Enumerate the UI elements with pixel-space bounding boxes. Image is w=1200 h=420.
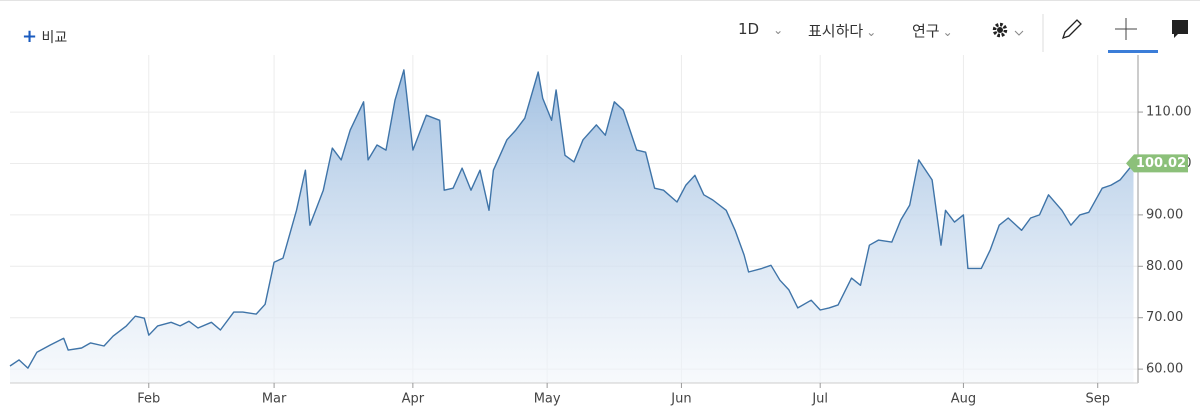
top-border: [0, 0, 1200, 1]
y-tick-label: 90.00: [1146, 207, 1183, 222]
x-tick-label: Apr: [402, 392, 425, 407]
price-line: [9, 69, 1135, 369]
last-value-label: 100.02: [1136, 156, 1186, 171]
y-tick-label: 70.00: [1146, 310, 1183, 325]
settings-button[interactable]: [992, 22, 1024, 38]
x-tick-label: Jun: [670, 392, 691, 407]
active-indicator: [1108, 50, 1158, 53]
interval-button[interactable]: 1D ⌄: [738, 20, 783, 38]
area-fill: [10, 69, 1134, 384]
display-label: 표시하다: [808, 22, 864, 40]
compare-button[interactable]: + 비교: [22, 26, 67, 47]
interval-label: 1D: [738, 20, 760, 38]
x-tick-label: Feb: [137, 392, 160, 407]
gear-icon: [992, 22, 1008, 38]
x-tick-label: Mar: [262, 392, 287, 407]
studies-button[interactable]: 연구 ⌄: [912, 20, 953, 41]
comment-button[interactable]: [1172, 20, 1188, 38]
y-tick-label: 60.00: [1146, 362, 1183, 377]
chevron: [1014, 30, 1024, 36]
studies-label: 연구: [912, 22, 940, 40]
display-button[interactable]: 표시하다 ⌄: [808, 20, 876, 41]
x-tick-label: May: [534, 392, 561, 407]
chevron: ⌄: [773, 23, 784, 37]
gear-icon: [997, 27, 1003, 33]
x-tick-label: Aug: [951, 392, 976, 407]
plot: [9, 55, 1138, 384]
x-tick-label: Jul: [811, 392, 828, 407]
crosshair-button[interactable]: [1108, 18, 1158, 53]
chevron: ⌄: [942, 25, 953, 39]
y-tick-label: 110.00: [1146, 105, 1192, 120]
chevron: ⌄: [866, 25, 877, 39]
x-tick-label: Sep: [1085, 392, 1110, 407]
compare-label: 비교: [41, 30, 68, 46]
plus-icon: +: [22, 26, 38, 47]
draw-button[interactable]: [1061, 19, 1082, 40]
last-value-tag: [1126, 154, 1188, 173]
y-tick-label: 80.00: [1146, 259, 1183, 274]
